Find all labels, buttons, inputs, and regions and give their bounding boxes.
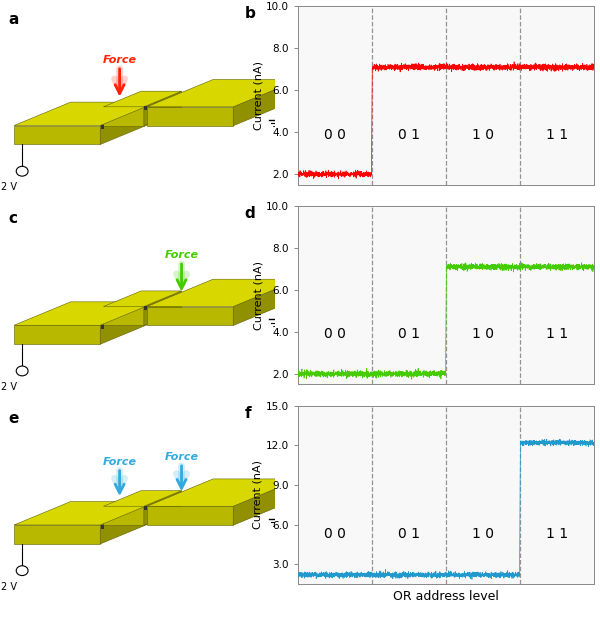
Text: 1 1: 1 1: [546, 127, 568, 142]
Bar: [145, 306, 146, 310]
Text: 0 0: 0 0: [324, 127, 346, 142]
Bar: [103, 325, 104, 329]
Text: b: b: [245, 6, 256, 21]
Text: 1 1: 1 1: [546, 327, 568, 342]
Text: d: d: [245, 206, 255, 221]
Text: Force: Force: [164, 250, 199, 260]
Bar: [144, 506, 145, 510]
Polygon shape: [233, 80, 299, 126]
Bar: [146, 506, 147, 510]
Bar: [146, 106, 147, 111]
Polygon shape: [147, 80, 299, 107]
Text: Force: Force: [103, 55, 137, 65]
Polygon shape: [144, 490, 182, 525]
Text: 0 1: 0 1: [398, 127, 420, 142]
Bar: [145, 306, 146, 310]
Polygon shape: [14, 102, 157, 126]
Bar: [144, 306, 145, 310]
Polygon shape: [103, 107, 144, 126]
Bar: [101, 524, 102, 529]
Bar: [147, 506, 148, 510]
Bar: [103, 125, 104, 129]
Bar: [147, 106, 148, 111]
Text: Force: Force: [103, 457, 137, 467]
Polygon shape: [103, 506, 144, 525]
Text: 0 1: 0 1: [398, 527, 420, 541]
Polygon shape: [147, 279, 299, 306]
Polygon shape: [144, 91, 182, 126]
Text: 2 V: 2 V: [1, 182, 17, 192]
Polygon shape: [233, 479, 299, 525]
Bar: [146, 306, 147, 310]
Bar: [145, 106, 146, 111]
Y-axis label: Current (nA): Current (nA): [253, 261, 263, 330]
Text: 2 V: 2 V: [1, 582, 17, 592]
Bar: [102, 125, 103, 129]
X-axis label: OR address level: OR address level: [393, 590, 499, 603]
Bar: [102, 125, 103, 129]
Polygon shape: [233, 279, 299, 325]
Polygon shape: [14, 325, 100, 344]
Text: 1 1: 1 1: [546, 527, 568, 541]
Polygon shape: [144, 291, 182, 325]
Bar: [144, 106, 145, 111]
Polygon shape: [147, 479, 299, 506]
Bar: [145, 506, 146, 510]
Text: 1 0: 1 0: [472, 327, 494, 342]
Y-axis label: Current (nA): Current (nA): [253, 460, 263, 529]
Text: 1 0: 1 0: [472, 127, 494, 142]
Polygon shape: [14, 302, 157, 325]
Polygon shape: [103, 91, 182, 107]
Text: 0 1: 0 1: [398, 327, 420, 342]
Polygon shape: [14, 502, 157, 525]
Text: 1 0: 1 0: [472, 527, 494, 541]
Circle shape: [16, 366, 28, 376]
Text: f: f: [245, 406, 251, 421]
Polygon shape: [103, 306, 144, 325]
Text: 0 0: 0 0: [324, 527, 346, 541]
Polygon shape: [147, 107, 233, 126]
Circle shape: [16, 566, 28, 576]
Polygon shape: [100, 102, 157, 144]
Bar: [145, 106, 146, 111]
Bar: [102, 325, 103, 329]
Bar: [103, 524, 104, 529]
Polygon shape: [147, 506, 233, 525]
Circle shape: [16, 166, 28, 176]
Text: a: a: [8, 12, 19, 26]
Polygon shape: [103, 490, 182, 506]
Polygon shape: [100, 302, 157, 344]
Bar: [102, 325, 103, 329]
Text: Force: Force: [164, 452, 199, 462]
Y-axis label: Current (nA): Current (nA): [253, 61, 263, 130]
Bar: [101, 125, 102, 129]
Bar: [102, 524, 103, 529]
Text: 2 V: 2 V: [1, 382, 17, 392]
Bar: [101, 325, 102, 329]
Text: c: c: [8, 212, 17, 226]
Bar: [102, 524, 103, 529]
Bar: [145, 506, 146, 510]
Text: 0 0: 0 0: [324, 327, 346, 342]
Polygon shape: [14, 126, 100, 144]
Polygon shape: [100, 502, 157, 544]
Text: e: e: [8, 411, 19, 426]
Polygon shape: [103, 291, 182, 306]
Bar: [147, 306, 148, 310]
Polygon shape: [147, 306, 233, 325]
Polygon shape: [14, 525, 100, 544]
